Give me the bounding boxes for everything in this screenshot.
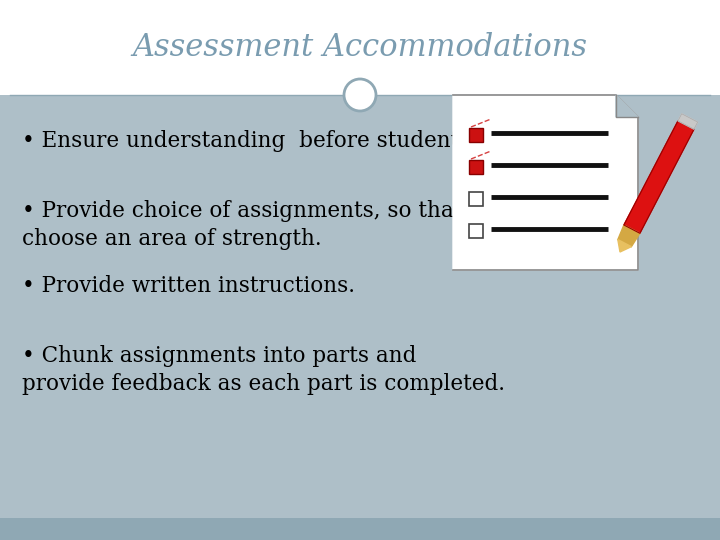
Polygon shape: [678, 114, 698, 129]
Text: • Chunk assignments into parts and
provide feedback as each part is completed.: • Chunk assignments into parts and provi…: [22, 345, 505, 395]
FancyBboxPatch shape: [469, 192, 483, 206]
Text: Assessment Accommodations: Assessment Accommodations: [132, 32, 588, 63]
Polygon shape: [618, 240, 631, 252]
Text: • Provide choice of assignments, so that the student can
choose an area of stren: • Provide choice of assignments, so that…: [22, 200, 640, 250]
Circle shape: [344, 79, 376, 111]
Text: • Provide written instructions.: • Provide written instructions.: [22, 275, 355, 297]
Polygon shape: [453, 95, 638, 270]
Polygon shape: [618, 225, 640, 247]
Polygon shape: [616, 95, 638, 117]
FancyBboxPatch shape: [0, 518, 720, 540]
FancyBboxPatch shape: [0, 0, 720, 95]
Polygon shape: [624, 121, 694, 233]
FancyBboxPatch shape: [0, 95, 720, 518]
Text: • Ensure understanding  before student starts working.: • Ensure understanding before student st…: [22, 130, 631, 152]
FancyBboxPatch shape: [469, 160, 483, 174]
FancyBboxPatch shape: [469, 224, 483, 238]
FancyBboxPatch shape: [469, 128, 483, 142]
